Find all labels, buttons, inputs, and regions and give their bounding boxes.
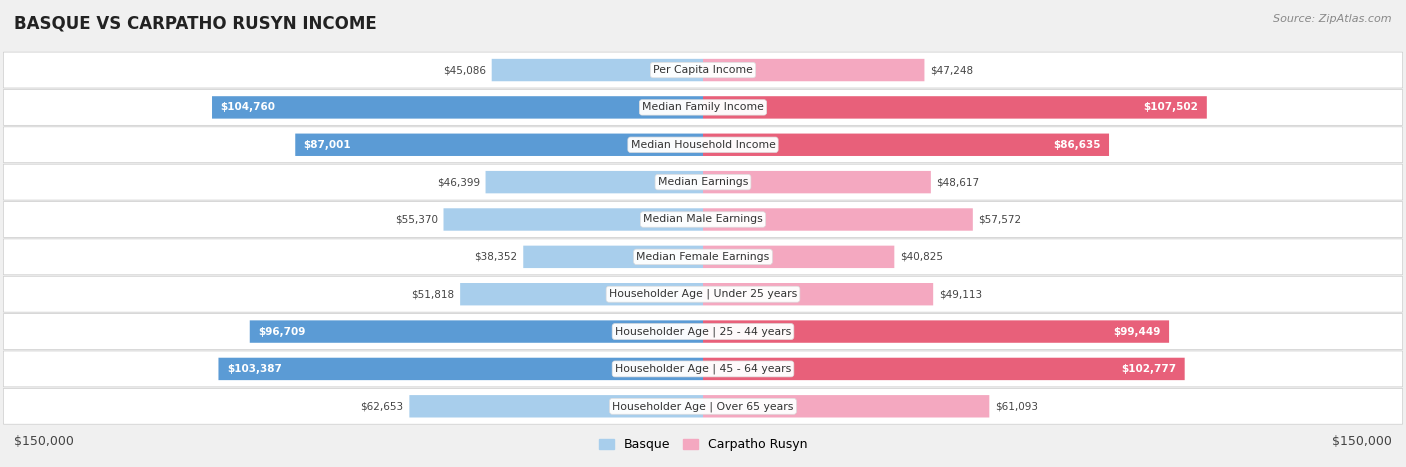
FancyBboxPatch shape [703, 283, 934, 305]
FancyBboxPatch shape [3, 127, 1403, 163]
Text: $107,502: $107,502 [1143, 102, 1198, 113]
FancyBboxPatch shape [703, 395, 990, 417]
Text: Householder Age | 25 - 44 years: Householder Age | 25 - 44 years [614, 326, 792, 337]
Text: $96,709: $96,709 [259, 326, 305, 337]
Text: $150,000: $150,000 [1331, 435, 1392, 448]
Text: $150,000: $150,000 [14, 435, 75, 448]
Text: $99,449: $99,449 [1114, 326, 1160, 337]
Text: $55,370: $55,370 [395, 214, 437, 225]
Text: $87,001: $87,001 [304, 140, 352, 150]
Text: $46,399: $46,399 [437, 177, 479, 187]
FancyBboxPatch shape [3, 202, 1403, 237]
Text: $62,653: $62,653 [360, 401, 404, 411]
FancyBboxPatch shape [250, 320, 703, 343]
FancyBboxPatch shape [703, 96, 1206, 119]
Text: $57,572: $57,572 [979, 214, 1022, 225]
FancyBboxPatch shape [703, 134, 1109, 156]
Text: $48,617: $48,617 [936, 177, 980, 187]
Text: $86,635: $86,635 [1053, 140, 1101, 150]
FancyBboxPatch shape [3, 52, 1403, 88]
FancyBboxPatch shape [218, 358, 703, 380]
Text: $47,248: $47,248 [929, 65, 973, 75]
Text: $45,086: $45,086 [443, 65, 486, 75]
Text: $38,352: $38,352 [474, 252, 517, 262]
FancyBboxPatch shape [703, 246, 894, 268]
FancyBboxPatch shape [212, 96, 703, 119]
FancyBboxPatch shape [3, 389, 1403, 424]
Text: Source: ZipAtlas.com: Source: ZipAtlas.com [1274, 14, 1392, 24]
FancyBboxPatch shape [703, 320, 1168, 343]
Text: $104,760: $104,760 [221, 102, 276, 113]
Text: Median Earnings: Median Earnings [658, 177, 748, 187]
FancyBboxPatch shape [703, 171, 931, 193]
Text: BASQUE VS CARPATHO RUSYN INCOME: BASQUE VS CARPATHO RUSYN INCOME [14, 14, 377, 32]
FancyBboxPatch shape [703, 59, 924, 81]
Text: $51,818: $51,818 [412, 289, 454, 299]
Text: Per Capita Income: Per Capita Income [652, 65, 754, 75]
Text: Householder Age | Under 25 years: Householder Age | Under 25 years [609, 289, 797, 299]
FancyBboxPatch shape [3, 276, 1403, 312]
Text: Median Family Income: Median Family Income [643, 102, 763, 113]
Text: Median Male Earnings: Median Male Earnings [643, 214, 763, 225]
FancyBboxPatch shape [703, 358, 1185, 380]
Text: Median Household Income: Median Household Income [630, 140, 776, 150]
FancyBboxPatch shape [3, 239, 1403, 275]
FancyBboxPatch shape [3, 314, 1403, 349]
FancyBboxPatch shape [703, 208, 973, 231]
FancyBboxPatch shape [409, 395, 703, 417]
Text: $40,825: $40,825 [900, 252, 943, 262]
Text: Householder Age | Over 65 years: Householder Age | Over 65 years [612, 401, 794, 411]
FancyBboxPatch shape [485, 171, 703, 193]
FancyBboxPatch shape [492, 59, 703, 81]
FancyBboxPatch shape [3, 90, 1403, 125]
FancyBboxPatch shape [3, 351, 1403, 387]
FancyBboxPatch shape [443, 208, 703, 231]
Text: Householder Age | 45 - 64 years: Householder Age | 45 - 64 years [614, 364, 792, 374]
FancyBboxPatch shape [3, 164, 1403, 200]
Text: $49,113: $49,113 [939, 289, 981, 299]
Legend: Basque, Carpatho Rusyn: Basque, Carpatho Rusyn [593, 433, 813, 456]
Text: $61,093: $61,093 [995, 401, 1038, 411]
FancyBboxPatch shape [460, 283, 703, 305]
Text: Median Female Earnings: Median Female Earnings [637, 252, 769, 262]
FancyBboxPatch shape [523, 246, 703, 268]
Text: $102,777: $102,777 [1121, 364, 1177, 374]
FancyBboxPatch shape [295, 134, 703, 156]
Text: $103,387: $103,387 [226, 364, 281, 374]
